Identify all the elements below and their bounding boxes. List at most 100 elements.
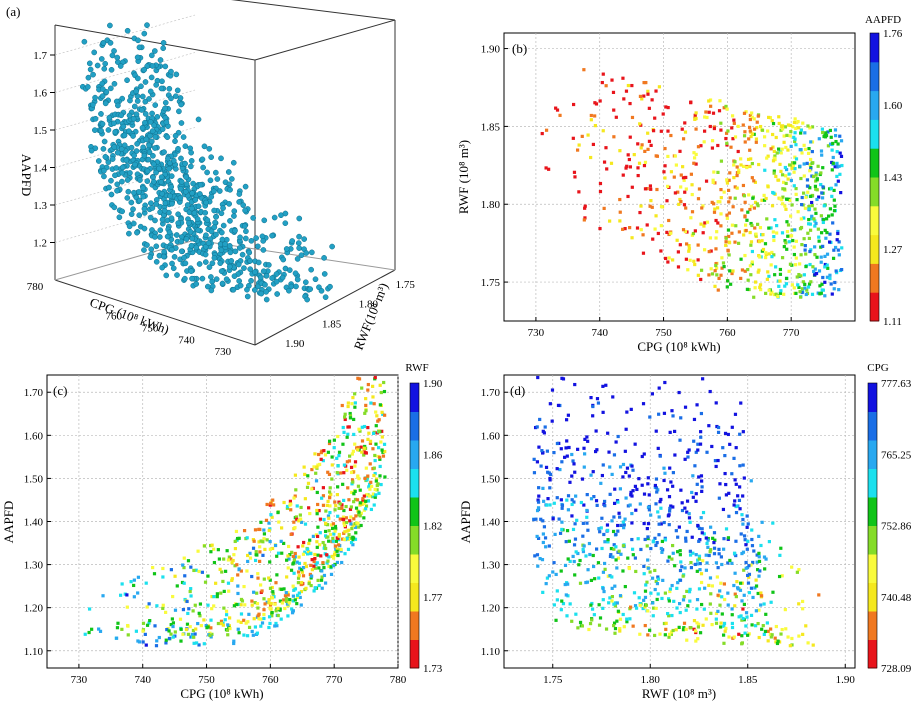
data-point	[832, 198, 836, 202]
data-point	[255, 602, 260, 606]
data-point	[765, 156, 769, 160]
data-point	[147, 214, 154, 221]
data-point	[553, 532, 557, 536]
data-point	[680, 127, 684, 131]
data-point	[337, 450, 342, 454]
data-point	[535, 553, 540, 557]
data-point	[607, 450, 611, 454]
data-point	[589, 118, 593, 122]
data-point	[679, 199, 683, 204]
data-point	[764, 252, 768, 257]
data-point	[371, 447, 375, 451]
data-point	[643, 589, 648, 593]
panel-c-ticks: 730 740 750 760 770 7801.701.601.501.401.301.…	[24, 387, 407, 686]
data-point	[777, 147, 781, 151]
data-point	[683, 121, 687, 125]
data-point	[697, 187, 702, 191]
data-point	[312, 465, 316, 469]
data-point	[305, 485, 310, 489]
data-point	[153, 243, 160, 250]
data-point	[730, 613, 734, 617]
data-point	[691, 551, 695, 555]
data-point	[723, 597, 727, 602]
data-point	[258, 550, 262, 554]
data-point	[600, 516, 604, 520]
data-point	[713, 284, 717, 288]
panel-a-ylabel: RWF(10⁸ m³)	[351, 281, 391, 352]
data-point	[749, 479, 753, 483]
data-point	[692, 259, 696, 263]
data-point	[295, 504, 299, 508]
data-point	[225, 628, 230, 632]
data-point	[98, 629, 103, 633]
data-point	[315, 540, 319, 544]
data-point	[141, 205, 148, 212]
data-point	[167, 629, 171, 633]
data-point	[347, 528, 351, 532]
data-point	[793, 155, 797, 159]
data-point	[643, 149, 647, 153]
data-point	[784, 627, 788, 631]
data-point	[213, 276, 220, 282]
data-point	[744, 223, 748, 227]
data-point	[321, 271, 328, 277]
data-point	[555, 441, 560, 446]
data-point	[751, 560, 755, 565]
data-point	[801, 607, 805, 611]
data-point	[136, 639, 140, 643]
data-point	[320, 575, 324, 579]
data-point	[814, 171, 818, 175]
x-tick-label: 770	[326, 674, 343, 686]
data-point	[178, 101, 184, 108]
data-point	[792, 252, 797, 257]
data-point	[550, 388, 555, 392]
data-point	[599, 481, 603, 485]
data-point	[759, 603, 763, 607]
data-point	[744, 624, 748, 628]
data-point	[624, 496, 628, 500]
data-point	[749, 204, 753, 208]
data-point	[208, 193, 215, 200]
data-point	[750, 528, 754, 532]
data-point	[152, 134, 159, 140]
data-point	[695, 403, 699, 407]
data-point	[749, 586, 754, 590]
data-point	[316, 578, 320, 582]
data-point	[676, 550, 680, 554]
data-point	[352, 432, 356, 437]
data-point	[267, 528, 271, 533]
data-point	[618, 210, 622, 214]
data-point	[802, 237, 806, 241]
data-point	[296, 233, 302, 240]
data-point	[714, 621, 719, 625]
data-point	[373, 487, 377, 492]
data-point	[151, 122, 157, 129]
data-point	[793, 117, 797, 121]
data-point	[350, 526, 354, 531]
data-point	[827, 187, 832, 191]
data-point	[654, 89, 658, 93]
data-point	[333, 544, 337, 548]
data-point	[357, 513, 361, 517]
data-point	[188, 589, 192, 594]
data-point	[343, 412, 347, 416]
data-point	[706, 536, 710, 541]
data-point	[743, 538, 747, 542]
data-point	[558, 113, 562, 117]
data-point	[771, 159, 776, 163]
data-point	[325, 503, 329, 507]
data-point	[616, 556, 620, 560]
data-point	[291, 554, 295, 559]
data-point	[633, 484, 638, 488]
data-point	[638, 210, 642, 215]
data-point	[645, 223, 649, 227]
data-point	[169, 200, 175, 207]
data-point	[270, 546, 275, 551]
data-point	[781, 195, 785, 199]
data-point	[636, 173, 640, 178]
data-point	[271, 590, 275, 594]
data-point	[106, 184, 112, 191]
data-point	[532, 471, 537, 475]
data-point	[593, 124, 598, 128]
colorbar-segment	[870, 148, 879, 178]
